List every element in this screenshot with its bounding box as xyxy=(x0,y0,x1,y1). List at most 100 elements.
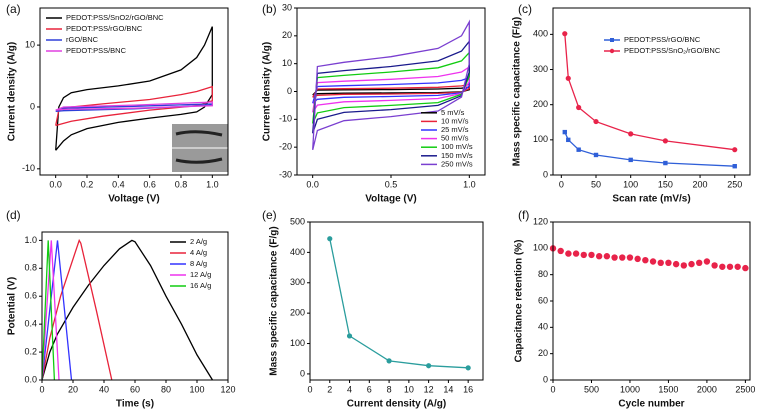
x-tick-label: 2500 xyxy=(735,384,755,394)
point xyxy=(680,262,688,269)
x-tick-label: 0 xyxy=(550,384,555,394)
y-tick-label: 60 xyxy=(538,295,548,305)
y-tick-label: 300 xyxy=(290,277,305,287)
x-tick-label: 0.5 xyxy=(385,179,398,189)
series-line xyxy=(41,238,113,381)
legend-marker xyxy=(610,38,614,42)
x-tick-label: 200 xyxy=(693,179,708,189)
x-axis-title: Voltage (V) xyxy=(108,194,159,205)
y-tick-label: 100 xyxy=(533,243,548,253)
x-tick-label: 0.0 xyxy=(306,179,319,189)
point xyxy=(634,255,641,263)
y-tick-label: 20 xyxy=(282,30,292,40)
y-tick-label: 20 xyxy=(538,348,548,358)
x-tick-label: 0 xyxy=(39,384,44,394)
y-axis-title: Current density (A/g) xyxy=(7,42,18,141)
point xyxy=(711,262,718,269)
y-tick-label: 200 xyxy=(290,308,305,318)
legend-label: PEDOT:PSS/BNC xyxy=(66,46,127,55)
legend-marker xyxy=(609,48,615,54)
x-tick-label: 120 xyxy=(220,384,235,394)
y-axis-title: Mass specific capacitance (F/g) xyxy=(512,17,523,167)
x-tick-label: 8 xyxy=(387,384,392,394)
panel-label: (e) xyxy=(262,208,277,222)
plot-frame xyxy=(39,7,229,176)
y-tick-label: 120 xyxy=(533,216,548,226)
point xyxy=(619,254,626,261)
x-tick-label: 14 xyxy=(443,384,453,394)
point xyxy=(732,147,738,153)
x-tick-label: 1000 xyxy=(620,384,640,394)
point xyxy=(732,164,737,169)
x-axis-title: Time (s) xyxy=(116,399,154,410)
y-tick-label: 100 xyxy=(533,134,548,144)
point xyxy=(465,365,471,371)
x-tick-label: 1.0 xyxy=(206,179,219,189)
point xyxy=(719,263,726,270)
x-tick-label: 1.0 xyxy=(463,179,476,189)
legend-label: 10 mV/s xyxy=(441,116,469,125)
y-tick-label: 0.4 xyxy=(24,319,37,329)
y-axis-title: Capacitance retention (%) xyxy=(514,240,525,363)
point xyxy=(628,157,633,163)
x-tick-label: 1500 xyxy=(658,384,678,394)
legend-label: PEDOT:PSS/rGO/BNC xyxy=(66,24,143,33)
legend-label: 2 A/g xyxy=(190,237,207,246)
series-line xyxy=(41,239,214,381)
panel-label: (a) xyxy=(6,2,21,16)
y-tick-label: -30 xyxy=(279,169,292,179)
x-tick-label: 6 xyxy=(367,384,372,394)
legend-label: 25 mV/s xyxy=(441,125,469,134)
series-line xyxy=(41,240,73,381)
point xyxy=(742,264,749,272)
point xyxy=(665,259,672,267)
plot-area xyxy=(55,26,213,151)
point xyxy=(580,251,587,259)
panel-label: (f) xyxy=(518,208,529,222)
x-tick-label: 80 xyxy=(161,384,171,394)
x-tick-label: 0.8 xyxy=(175,179,188,189)
x-tick-label: 250 xyxy=(727,179,742,189)
x-tick-label: 4 xyxy=(347,384,352,394)
y-tick-label: 0.8 xyxy=(24,263,37,273)
y-tick-label: 80 xyxy=(538,269,548,279)
y-tick-label: 1.0 xyxy=(24,235,37,245)
x-tick-label: 0 xyxy=(559,179,564,189)
x-tick-label: 2 xyxy=(327,384,332,394)
plot-frame xyxy=(296,7,486,176)
y-tick-label: -10 xyxy=(279,114,292,124)
y-tick-label: 10 xyxy=(25,39,35,49)
y-tick-label: 40 xyxy=(538,322,548,332)
point xyxy=(562,31,568,37)
point xyxy=(734,263,741,270)
x-tick-label: 150 xyxy=(658,179,673,189)
series-line xyxy=(312,19,470,151)
series-line xyxy=(55,101,213,111)
legend-label: 250 mV/s xyxy=(441,159,473,168)
y-tick-label: 10 xyxy=(282,58,292,68)
legend-label: 150 mV/s xyxy=(441,151,473,160)
legend-label: PEDOT:PSS/SnO2/rGO/BNC xyxy=(66,13,164,22)
x-axis-title: Scan rate (mV/s) xyxy=(612,194,690,205)
panel-label: (d) xyxy=(6,208,21,222)
point xyxy=(426,363,432,369)
y-axis-title: Potential (V) xyxy=(7,277,18,335)
plot-frame xyxy=(309,221,484,381)
legend-label: 4 A/g xyxy=(190,248,207,257)
plot-area xyxy=(327,236,471,371)
y-tick-label: 0 xyxy=(543,169,548,179)
point xyxy=(672,260,680,268)
point xyxy=(593,118,599,125)
y-tick-label: -10 xyxy=(22,163,35,173)
x-tick-label: 60 xyxy=(130,384,140,394)
y-axis-title: Mass specific capacitance (F/g) xyxy=(269,226,280,376)
point xyxy=(566,137,571,143)
point xyxy=(688,260,695,268)
x-axis-title: Current density (A/g) xyxy=(347,399,446,410)
legend-label: rGO/BNC xyxy=(66,35,99,44)
x-axis-title: Voltage (V) xyxy=(365,194,416,205)
legend-label: PEDOT:PSS/rGO/BNC xyxy=(624,35,701,44)
point xyxy=(565,75,571,81)
plot-area xyxy=(549,245,749,272)
